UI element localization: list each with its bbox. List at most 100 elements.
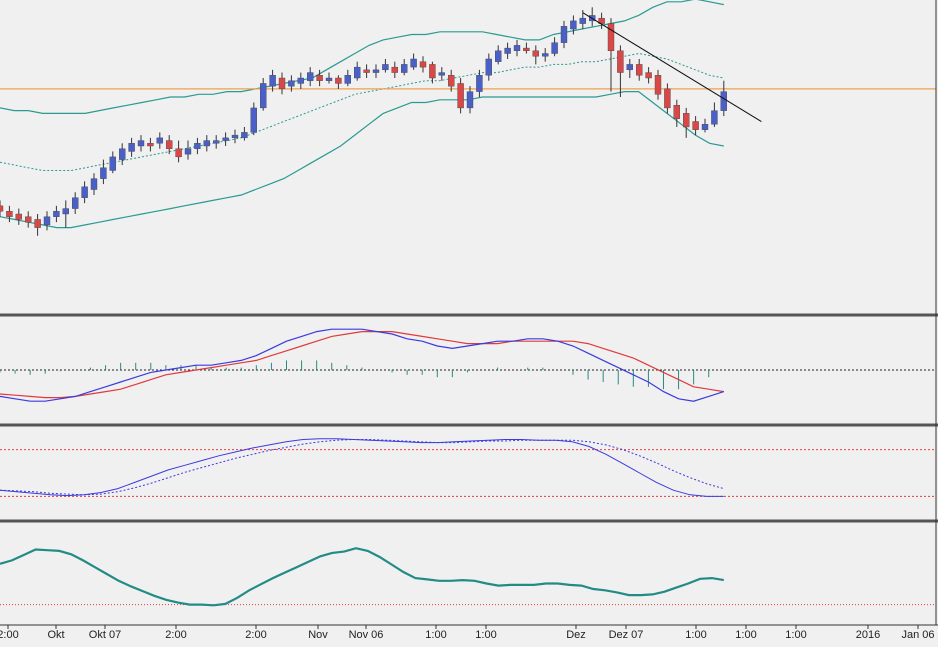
x-tick-label: 1:00	[735, 629, 756, 641]
candle-bull	[401, 64, 408, 73]
trendline	[582, 12, 762, 122]
candle-bear	[363, 69, 370, 73]
candle-bull	[71, 197, 79, 209]
x-tick-label: 2:00	[165, 629, 186, 641]
candle-bull	[90, 178, 98, 190]
candle-bull	[551, 42, 558, 54]
candle-bear	[448, 75, 455, 87]
panel-dividers	[0, 0, 938, 626]
candle-bear	[34, 219, 41, 228]
x-tick-label: Okt 07	[89, 629, 121, 641]
oscillator-panel	[0, 547, 936, 607]
candle-bull	[626, 64, 633, 71]
candle-bear	[25, 216, 32, 223]
candle-bull	[504, 47, 511, 54]
candle-bull	[156, 137, 164, 144]
candle-bull	[260, 83, 267, 109]
x-tick-label: 2:00	[245, 629, 266, 641]
oscillator-line	[0, 547, 724, 607]
panel-divider	[0, 423, 938, 427]
candle-bull	[250, 107, 258, 133]
candle-bull	[410, 58, 417, 68]
candle-bear	[636, 64, 643, 76]
candle-bear	[147, 143, 154, 147]
candle-bear	[335, 77, 342, 84]
candle-bull	[701, 124, 709, 130]
candle-bull	[288, 80, 295, 87]
x-tick-label: Nov	[308, 629, 328, 641]
candle-bear	[0, 205, 4, 212]
candle-bear	[692, 121, 699, 130]
candle-bull	[570, 20, 577, 30]
candle-bull	[203, 140, 211, 147]
candle-bull	[81, 186, 88, 198]
candle-bear	[419, 61, 427, 68]
candle-bear	[645, 72, 652, 79]
x-tick-label: Okt	[47, 629, 64, 641]
candle-bear	[278, 77, 286, 90]
candle-bull	[382, 64, 389, 71]
candle-bear	[654, 75, 662, 95]
candle-bull	[485, 58, 492, 76]
candle-bear	[165, 140, 173, 149]
candle-bull	[184, 148, 192, 155]
candle-bear	[617, 50, 624, 73]
candle-bull	[720, 91, 727, 111]
candle-bull	[241, 132, 248, 139]
x-tick-label: Jan 06	[901, 629, 934, 641]
candle-bull	[354, 66, 361, 79]
candle-bull	[307, 72, 314, 81]
bollinger-lower-band	[0, 91, 724, 229]
candle-bear	[175, 148, 182, 158]
candle-bull	[118, 148, 126, 160]
candle-bull	[542, 53, 549, 57]
candle-bear	[664, 88, 671, 109]
macd-signal-line	[0, 331, 724, 399]
candle-bull	[297, 77, 304, 84]
candle-bear	[683, 113, 690, 128]
x-tick-label: Dez 07	[609, 629, 644, 641]
candle-bull	[579, 17, 586, 24]
candle-bull	[513, 45, 521, 52]
candle-bull	[476, 75, 483, 92]
macd-line	[0, 328, 724, 402]
candle-bull	[212, 140, 220, 144]
candle-bull	[495, 50, 502, 62]
x-tick-label: 1:00	[425, 629, 446, 641]
x-tick-label: Dez	[566, 629, 586, 641]
x-tick-label: 1:00	[785, 629, 806, 641]
panel-divider	[0, 313, 938, 317]
candle-bull	[100, 167, 107, 179]
candle-bull	[137, 140, 145, 147]
candle-bull	[325, 77, 333, 81]
candle-bull	[711, 110, 718, 125]
candle-bull	[43, 216, 51, 226]
candle-bear	[391, 66, 398, 73]
x-axis: 2:00 Okt Okt 07 2:00 2:00 Nov Nov 06 1:00 1:00 De…	[0, 625, 935, 641]
candle-bull	[222, 137, 229, 141]
candle-bear	[429, 64, 436, 79]
candle-bear	[673, 104, 680, 119]
stochastic-panel	[0, 438, 936, 497]
candle-bull	[466, 91, 474, 109]
candle-bear	[316, 75, 323, 81]
candle-bull	[269, 75, 276, 87]
bollinger-middle-band	[0, 52, 724, 171]
candle-bull	[344, 75, 351, 84]
x-tick-label: 1:00	[685, 629, 706, 641]
candle-bull	[372, 69, 380, 73]
candle-bear	[532, 50, 539, 57]
candle-bull	[128, 143, 135, 152]
x-tick-label: 2016	[856, 629, 880, 641]
candle-bear	[6, 211, 13, 217]
candle-bull	[194, 143, 201, 149]
candle-bear	[15, 213, 23, 220]
candle-bull	[231, 134, 239, 139]
candle-bull	[53, 211, 60, 217]
stochastic-k-line	[0, 438, 724, 497]
candle-bull	[438, 72, 445, 76]
panel-divider	[0, 519, 938, 523]
candle-bull	[109, 156, 117, 171]
candle-bear	[607, 23, 615, 52]
x-tick-label: Nov 06	[349, 629, 384, 641]
